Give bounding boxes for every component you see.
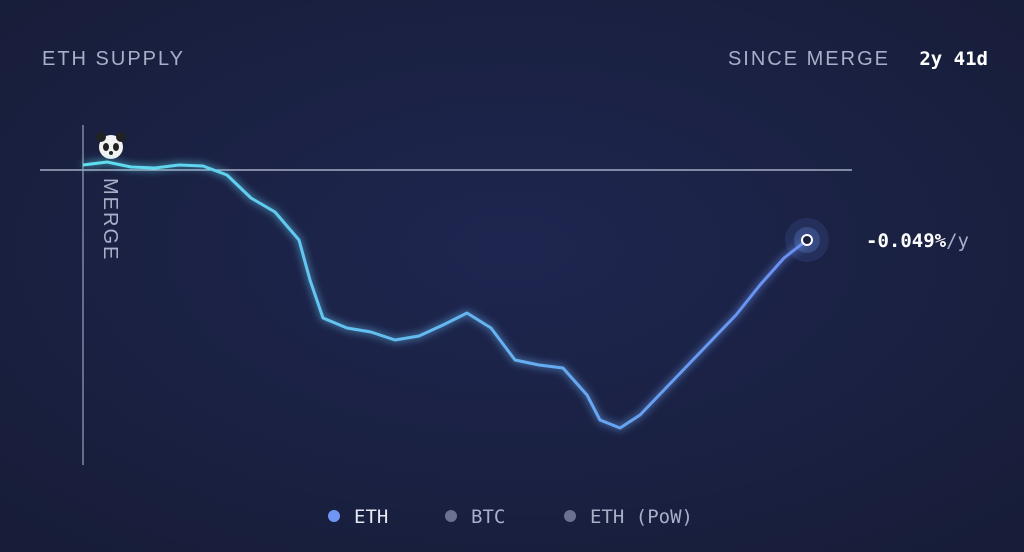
eth-line [82, 160, 808, 430]
since-value: 2y 41d [919, 48, 988, 70]
legend-label: BTC [471, 506, 505, 528]
legend-label: ETH (PoW) [590, 506, 693, 528]
merge-label: MERGE [99, 178, 121, 261]
chart-title: ETH SUPPLY [42, 48, 185, 70]
panda-icon [96, 132, 126, 159]
end-label: -0.049%/y [866, 230, 969, 252]
end-label-value: -0.049% [866, 230, 947, 252]
end-label-unit: /y [946, 230, 969, 252]
legend-dot [328, 510, 340, 522]
since-label: SINCE MERGE [728, 48, 890, 70]
legend-label: ETH [354, 506, 388, 528]
legend-dot [564, 510, 576, 522]
legend-dot [445, 510, 457, 522]
end-point [801, 234, 813, 246]
